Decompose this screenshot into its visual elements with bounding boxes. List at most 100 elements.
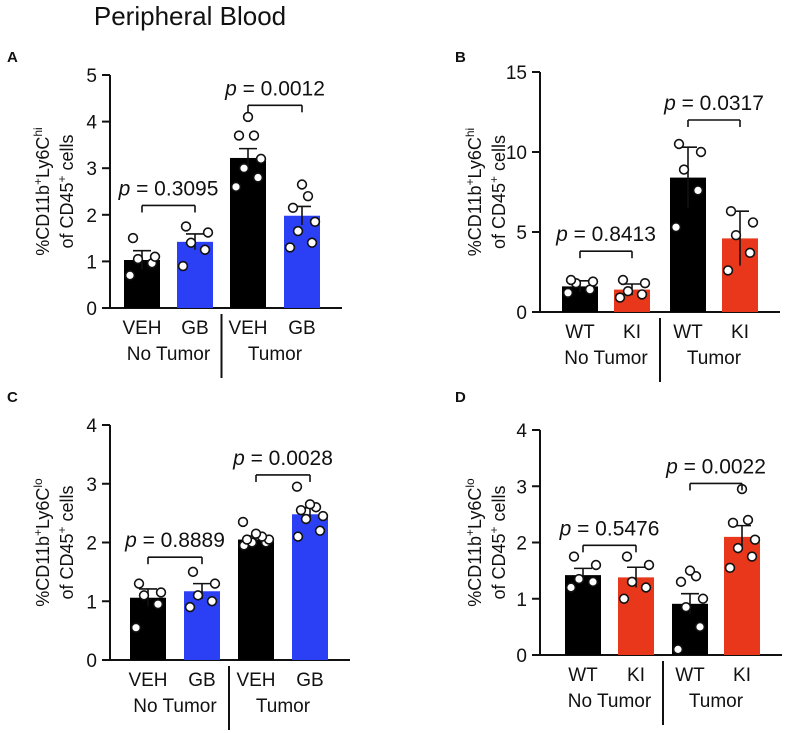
data-point	[587, 276, 599, 287]
data-point	[149, 251, 161, 262]
data-point	[184, 601, 196, 613]
p-value-label: p = 0.3095	[118, 177, 219, 200]
data-point	[233, 130, 245, 141]
x-tick-label: GB	[181, 318, 208, 339]
x-tick-label: VEH	[236, 670, 275, 691]
data-point	[292, 225, 304, 237]
y-tick-label: 3	[86, 159, 97, 180]
data-point	[180, 221, 192, 232]
data-point	[248, 130, 260, 141]
y-axis-label: %CD11b+Ly6Clo	[463, 478, 485, 607]
data-point	[617, 274, 629, 286]
y-tick-label: 1	[86, 592, 97, 613]
y-axis-label-part: +	[55, 175, 69, 182]
y-tick-label: 10	[506, 143, 527, 164]
p-symbol: p	[663, 92, 676, 115]
y-axis-label-part: %CD11b	[33, 185, 53, 256]
data-point	[636, 289, 648, 300]
panel-letter: C	[7, 389, 18, 406]
p-value: = 0.0012	[237, 77, 325, 100]
data-point	[127, 232, 139, 244]
x-tick-label: KI	[623, 322, 641, 343]
y-axis-label-part: %CD11b	[33, 536, 53, 607]
x-tick-label: VEH	[128, 670, 167, 691]
group-label: Tumor	[248, 344, 303, 365]
data-point	[618, 593, 630, 604]
data-point	[155, 587, 167, 598]
data-point	[287, 202, 299, 214]
y-axis-label-part: of CD45	[489, 533, 509, 599]
panel-letter: D	[455, 389, 466, 406]
data-point	[590, 559, 602, 571]
y-tick-label: 0	[516, 303, 527, 324]
p-value-label: p = 0.0012	[224, 77, 325, 100]
y-axis-label-part: lo	[463, 478, 477, 488]
data-point	[565, 274, 577, 286]
data-point	[255, 153, 267, 165]
y-tick-label: 15	[506, 63, 527, 84]
data-point	[187, 566, 199, 578]
panel-letter: A	[7, 49, 18, 66]
y-tick-label: 0	[516, 646, 527, 667]
y-axis-label-line2: of CD45+ cells	[55, 485, 77, 599]
data-point	[292, 531, 304, 542]
data-point	[587, 576, 599, 588]
y-axis-label-part: cells	[57, 134, 77, 175]
data-point	[573, 573, 585, 585]
data-point	[565, 582, 577, 593]
group-label: Tumor	[689, 691, 744, 712]
data-point	[746, 551, 758, 562]
y-axis-label-part: +	[55, 526, 69, 533]
data-point	[622, 286, 634, 297]
x-tick-label: KI	[733, 665, 751, 686]
y-axis-label-part: +	[31, 178, 45, 185]
data-point	[727, 517, 739, 529]
data-point	[314, 525, 326, 536]
y-axis-label-part: +	[487, 526, 501, 533]
data-point	[295, 504, 307, 516]
x-tick-label: KI	[731, 322, 749, 343]
data-point	[209, 578, 221, 589]
data-point	[697, 593, 709, 604]
y-tick-label: 4	[86, 113, 97, 134]
p-symbol: p	[124, 529, 137, 552]
y-axis-label: %CD11b+Ly6Chi	[463, 128, 485, 256]
p-value-label: p = 0.5476	[559, 517, 660, 540]
group-label: No Tumor	[568, 691, 652, 712]
y-tick-label: 0	[86, 651, 97, 672]
y-axis-label-part: +	[463, 529, 477, 536]
x-tick-label: WT	[568, 665, 598, 686]
p-value: = 0.0022	[678, 455, 766, 478]
data-point	[237, 516, 249, 528]
x-tick-label: GB	[296, 670, 323, 691]
y-axis-label-line2: of CD45+ cells	[55, 134, 77, 248]
data-point	[692, 185, 704, 196]
p-value: = 0.0317	[676, 92, 764, 115]
p-value: = 0.0028	[245, 447, 333, 470]
p-value-label: p = 0.0317	[663, 92, 764, 115]
bar	[238, 539, 274, 660]
data-point	[133, 578, 145, 589]
data-point	[675, 576, 687, 588]
data-point	[680, 601, 692, 613]
y-axis-label-part: cells	[489, 135, 509, 176]
p-value: = 0.8889	[137, 529, 225, 552]
y-tick-label: 3	[86, 475, 97, 496]
data-point	[672, 644, 684, 655]
p-symbol: p	[559, 517, 572, 540]
y-axis-label-part: of CD45	[489, 183, 509, 249]
data-point	[242, 111, 254, 123]
y-axis-label-part: Ly6C	[465, 488, 485, 529]
y-tick-label: 2	[516, 534, 527, 555]
data-point	[742, 514, 754, 526]
p-symbol: p	[118, 177, 131, 200]
data-point	[562, 287, 574, 298]
y-axis-label: %CD11b+Ly6Clo	[31, 478, 53, 607]
p-value: = 0.3095	[130, 177, 218, 200]
data-point	[250, 528, 262, 539]
data-point	[614, 292, 626, 303]
data-point	[639, 278, 651, 289]
